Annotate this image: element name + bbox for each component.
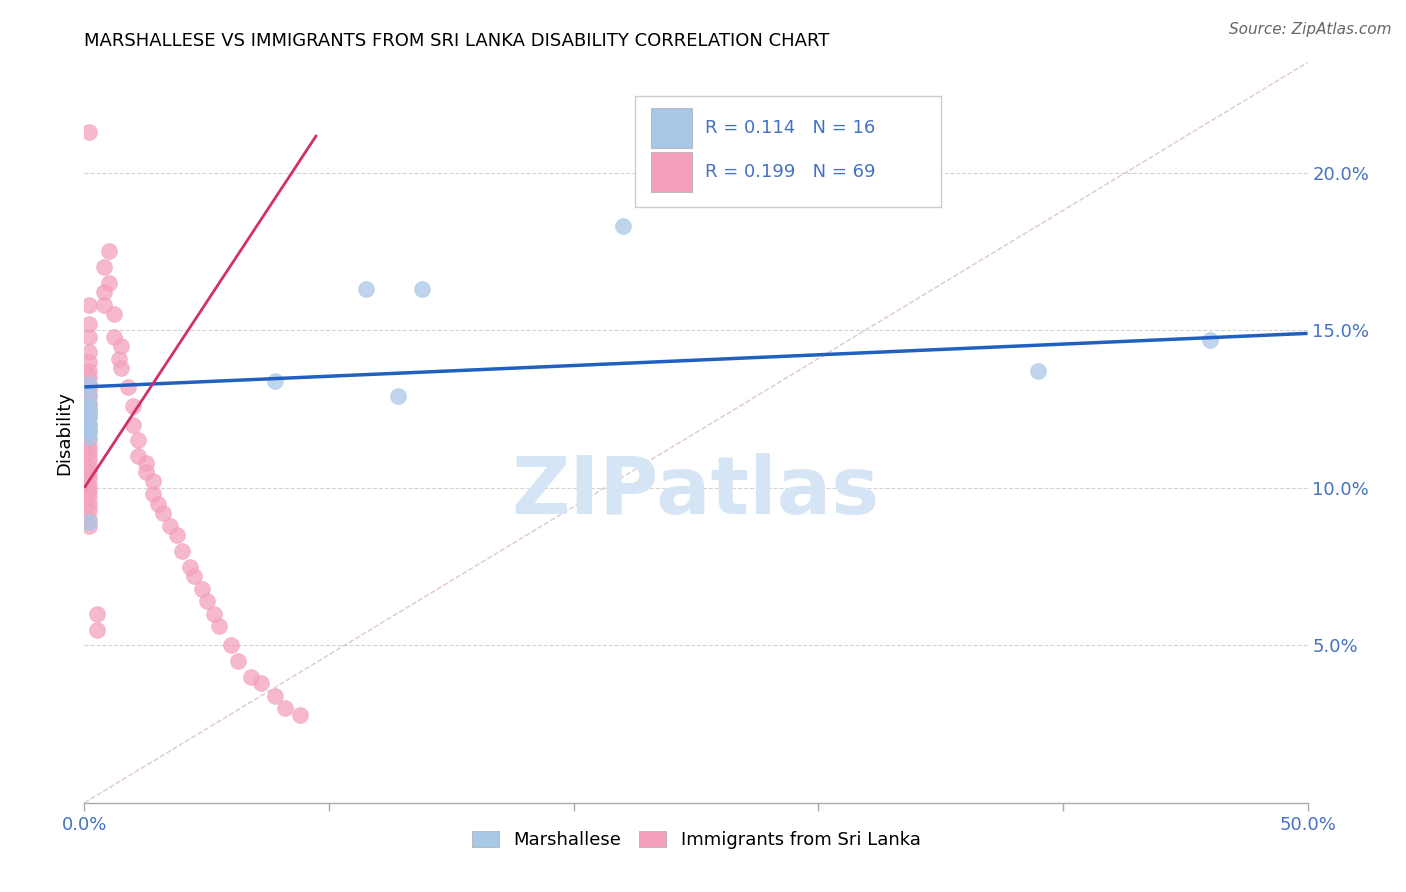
Point <box>264 689 287 703</box>
Point <box>103 308 125 322</box>
Point <box>77 395 100 409</box>
Text: R = 0.199   N = 69: R = 0.199 N = 69 <box>704 163 875 181</box>
Point <box>219 638 242 652</box>
Point <box>122 399 145 413</box>
Legend: Marshallese, Immigrants from Sri Lanka: Marshallese, Immigrants from Sri Lanka <box>464 824 928 856</box>
Point <box>77 496 100 510</box>
Point <box>135 465 157 479</box>
Text: R = 0.114   N = 16: R = 0.114 N = 16 <box>704 119 875 136</box>
Point <box>249 676 271 690</box>
Point <box>77 376 100 391</box>
Point <box>179 559 201 574</box>
Point <box>77 376 100 391</box>
Point <box>202 607 225 621</box>
Point <box>387 389 409 403</box>
Point <box>77 370 100 384</box>
Point <box>77 399 100 413</box>
Point <box>122 417 145 432</box>
Point <box>77 298 100 312</box>
Point <box>127 434 149 448</box>
Point <box>127 449 149 463</box>
Point <box>77 477 100 491</box>
Point <box>239 670 262 684</box>
Point <box>77 402 100 417</box>
Point <box>77 440 100 454</box>
Point <box>93 298 115 312</box>
Point <box>183 569 205 583</box>
Point <box>411 282 433 296</box>
Point <box>86 623 108 637</box>
Point <box>77 512 100 526</box>
Point <box>166 528 188 542</box>
Point <box>191 582 214 596</box>
Point <box>97 244 120 259</box>
Point <box>77 516 100 530</box>
Point <box>77 125 100 139</box>
FancyBboxPatch shape <box>651 152 692 192</box>
Point <box>77 389 100 403</box>
Point <box>77 430 100 444</box>
Point <box>172 543 194 558</box>
Point <box>77 417 100 432</box>
Point <box>146 496 169 510</box>
Point <box>77 446 100 460</box>
Point <box>110 339 132 353</box>
Point <box>77 329 100 343</box>
Point <box>77 434 100 448</box>
Point <box>288 707 311 722</box>
Y-axis label: Disability: Disability <box>55 391 73 475</box>
Point <box>97 276 120 290</box>
Point <box>77 503 100 517</box>
Point <box>77 424 100 438</box>
Point <box>77 424 100 438</box>
Point <box>77 417 100 432</box>
Point <box>77 458 100 473</box>
Point <box>228 654 250 668</box>
Point <box>152 506 174 520</box>
Point <box>103 329 125 343</box>
Point <box>77 355 100 369</box>
Point <box>77 345 100 359</box>
Point <box>1028 364 1050 378</box>
Point <box>77 389 100 403</box>
Point <box>77 471 100 485</box>
Point <box>110 361 132 376</box>
Point <box>135 456 157 470</box>
Point <box>159 518 181 533</box>
Point <box>86 607 108 621</box>
Point <box>77 483 100 498</box>
Point <box>77 405 100 419</box>
Point <box>77 411 100 425</box>
Point <box>93 260 115 275</box>
Point <box>107 351 129 366</box>
Point <box>93 285 115 300</box>
Point <box>195 594 218 608</box>
Point <box>612 219 634 234</box>
Point <box>77 465 100 479</box>
FancyBboxPatch shape <box>651 108 692 147</box>
Point <box>77 409 100 423</box>
Point <box>77 490 100 504</box>
Text: Source: ZipAtlas.com: Source: ZipAtlas.com <box>1229 22 1392 37</box>
Point <box>142 475 165 489</box>
Text: MARSHALLESE VS IMMIGRANTS FROM SRI LANKA DISABILITY CORRELATION CHART: MARSHALLESE VS IMMIGRANTS FROM SRI LANKA… <box>84 32 830 50</box>
Point <box>77 364 100 378</box>
Point <box>117 380 139 394</box>
Point <box>1198 333 1220 347</box>
Point <box>77 383 100 397</box>
Point <box>264 374 287 388</box>
Point <box>142 487 165 501</box>
Point <box>208 619 231 633</box>
Text: ZIPatlas: ZIPatlas <box>512 453 880 531</box>
Point <box>77 317 100 331</box>
FancyBboxPatch shape <box>636 95 941 207</box>
Point <box>77 518 100 533</box>
Point <box>77 452 100 467</box>
Point <box>354 282 377 296</box>
Point <box>274 701 297 715</box>
